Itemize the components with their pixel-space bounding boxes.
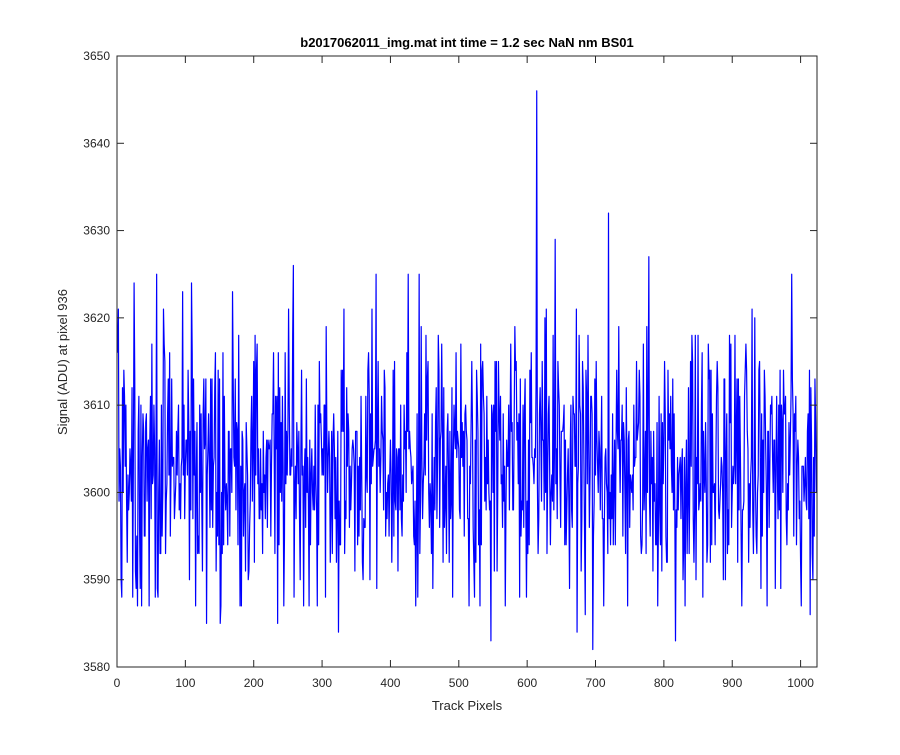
y-tick-label: 3630	[83, 224, 110, 238]
y-tick-label: 3580	[83, 660, 110, 674]
y-tick-label: 3610	[83, 398, 110, 412]
x-tick-label: 900	[722, 676, 742, 690]
x-tick-label: 200	[244, 676, 264, 690]
x-tick-label: 100	[175, 676, 195, 690]
x-tick-label: 400	[380, 676, 400, 690]
axis-ticks: 0 100 200 300 400 500 600 700 800 900 1000 3580 3590…	[83, 49, 818, 690]
y-tick-label: 3640	[83, 136, 110, 150]
y-tick-label: 3650	[83, 49, 110, 63]
x-tick-label: 700	[586, 676, 606, 690]
y-tick-label: 3620	[83, 311, 110, 325]
series-line	[117, 90, 817, 651]
plot-area	[117, 90, 817, 651]
y-tick-label: 3600	[83, 485, 110, 499]
x-axis-label: Track Pixels	[432, 698, 503, 713]
axes-box	[116, 55, 818, 668]
x-tick-label: 0	[114, 676, 121, 690]
x-tick-label: 1000	[787, 676, 814, 690]
x-tick-label: 800	[654, 676, 674, 690]
x-tick-label: 500	[449, 676, 469, 690]
x-tick-label: 300	[312, 676, 332, 690]
x-tick-label: 600	[517, 676, 537, 690]
y-tick-label: 3590	[83, 573, 110, 587]
y-axis-label: Signal (ADU) at pixel 936	[55, 289, 70, 435]
chart-title: b2017062011_img.mat int time = 1.2 sec N…	[300, 35, 633, 50]
